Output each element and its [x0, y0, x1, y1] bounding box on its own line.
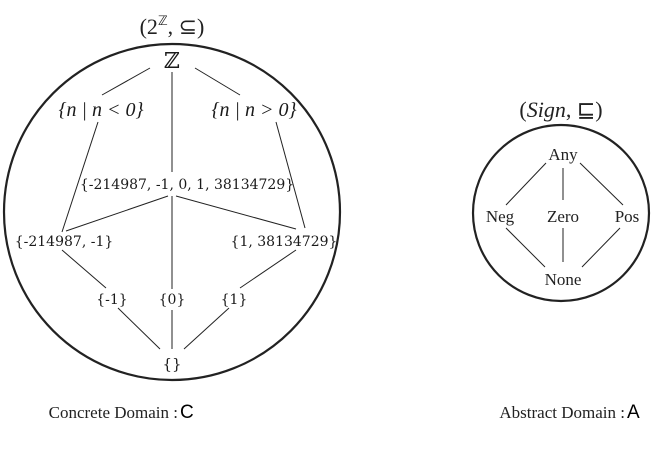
- edge-any-neg: [505, 162, 547, 206]
- node-five-element-set: {-214987, -1, 0, 1, 38134729}: [80, 177, 294, 193]
- node-singleton-neg: {-1}: [96, 292, 127, 308]
- edge-pos-right: [275, 121, 306, 229]
- abstract-boundary-circle: [471, 123, 651, 303]
- node-singleton-pos: {1}: [221, 292, 248, 308]
- concrete-caption: Concrete Domain :: [49, 403, 178, 422]
- node-positives: {n | n > 0}: [212, 99, 297, 121]
- edge-any-pos: [579, 162, 624, 206]
- concrete-caption-symbol: C: [180, 402, 194, 423]
- edge-neg-none: [505, 227, 546, 268]
- edge-middle-left: [65, 195, 169, 232]
- node-pos: Pos: [615, 207, 640, 226]
- concrete-domain: (2ℤ, ⊆) ℤ {n | n < 0} {n | n > 0} {-2149…: [2, 13, 342, 423]
- concrete-boundary-circle: [2, 42, 342, 382]
- abstract-caption: Abstract Domain :: [499, 403, 625, 422]
- node-integers: ℤ: [164, 49, 180, 74]
- edge-top-pos: [194, 67, 241, 96]
- edge-one-empty: [183, 307, 230, 350]
- concrete-edges: [61, 67, 306, 350]
- node-negatives: {n | n < 0}: [59, 99, 144, 121]
- abstract-caption-symbol: A: [627, 402, 640, 423]
- edge-pos-none: [581, 227, 621, 268]
- node-singleton-zero: {0}: [159, 292, 186, 308]
- abstract-domain: (Sign, ⊑) Any Neg Zero Pos None Abstract…: [471, 97, 651, 423]
- edge-top-neg: [101, 67, 151, 96]
- edge-middle-right: [175, 195, 297, 230]
- edge-right-one: [239, 249, 297, 289]
- abstract-edges: [505, 162, 624, 268]
- edge-left-minus1: [61, 249, 107, 289]
- edge-neg-left: [61, 121, 99, 233]
- node-left-set: {-214987, -1}: [15, 234, 114, 250]
- concrete-title: (2ℤ, ⊆): [140, 13, 205, 39]
- node-zero: Zero: [547, 207, 579, 226]
- node-any: Any: [548, 145, 578, 164]
- node-none: None: [545, 270, 582, 289]
- node-neg: Neg: [486, 207, 515, 226]
- node-right-set: {1, 38134729}: [231, 234, 338, 250]
- edge-minus1-empty: [117, 307, 161, 350]
- node-empty-set: {}: [162, 355, 181, 373]
- abstract-title: (Sign, ⊑): [519, 97, 602, 122]
